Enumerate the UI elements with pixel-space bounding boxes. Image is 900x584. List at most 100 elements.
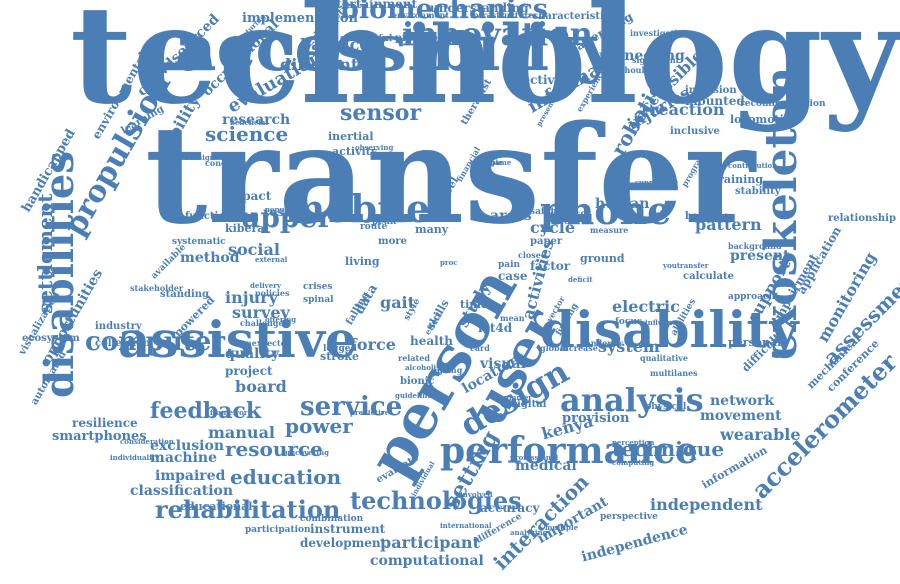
cloud-word-function: function	[185, 211, 233, 222]
cloud-word-participant: participant	[380, 533, 480, 553]
cloud-word-technology: technology	[70, 0, 900, 134]
cloud-word-spinal: spinal	[303, 294, 334, 305]
cloud-word-framework: framework	[210, 408, 253, 418]
cloud-word-science: science	[205, 122, 289, 146]
cloud-word-impaired: impaired	[155, 467, 226, 484]
cloud-word-education: education	[230, 465, 342, 489]
cloud-word-peak: peak	[372, 216, 397, 227]
cloud-word-individuality: individuality	[110, 453, 160, 463]
cloud-word-health: health	[410, 334, 453, 349]
cloud-word-engineering: engineering	[590, 47, 685, 64]
cloud-word-environment: environment	[392, 9, 450, 20]
cloud-word-machine: machine	[150, 449, 217, 466]
cloud-word-mean: mean	[500, 312, 525, 323]
cloud-word-dataset: dataset	[550, 209, 592, 220]
cloud-word-stability: stability	[735, 186, 781, 197]
cloud-word-infrastructure: infrastructure	[470, 9, 534, 20]
cloud-word-implementation: implementation	[242, 10, 358, 26]
cloud-word-deficit: deficit	[568, 275, 593, 285]
cloud-word-independent: independent	[650, 495, 763, 515]
cloud-word-visual: visual	[480, 355, 526, 372]
cloud-word-card: card	[470, 342, 490, 353]
cloud-word-computing: computing	[612, 458, 655, 468]
cloud-word-observing: observing	[355, 143, 394, 153]
cloud-word-youtransfer: youtransfer	[663, 261, 709, 271]
cloud-word-phone: phone	[540, 187, 672, 233]
cloud-word-involved: involved	[460, 490, 493, 500]
cloud-word-beneficial: beneficial	[230, 118, 269, 128]
cloud-word-bionic: bionic	[400, 376, 435, 387]
cloud-word-external: external	[255, 255, 288, 265]
cloud-word-biomechanics: biomechanics	[340, 0, 548, 26]
cloud-word-crises: crises	[303, 281, 333, 292]
cloud-word-stakeholder: stakeholder	[130, 282, 184, 293]
cloud-word-successful: successful	[340, 33, 393, 44]
cloud-word-participation: participation	[245, 524, 311, 535]
cloud-word-educational: educational	[180, 500, 253, 514]
cloud-word-technique: technique	[612, 437, 725, 461]
cloud-word-shoulder: shoulder	[620, 64, 660, 75]
cloud-word-closed: closed	[518, 249, 547, 260]
cloud-word-inclusion: inclusion	[685, 85, 737, 96]
cloud-word-resilience: resilience	[72, 416, 138, 431]
cloud-word-investigation: investigation	[630, 27, 689, 38]
cloud-word-many: many	[415, 223, 449, 237]
cloud-word-ecosystem: ecosystem	[22, 333, 80, 344]
cloud-word-analyzing: analyzing	[510, 528, 548, 538]
cloud-word-data: data	[352, 281, 382, 317]
cloud-word-independence: independence	[579, 521, 690, 566]
cloud-word-smartphones: smartphones	[52, 428, 147, 444]
cloud-word-method: method	[180, 249, 240, 266]
cloud-word-injury: injury	[225, 288, 278, 308]
cloud-word-technologies: technologies	[350, 485, 522, 515]
cloud-word-case: case	[498, 269, 528, 284]
cloud-word-movement: movement	[700, 407, 782, 424]
cloud-word-approach: approach	[728, 291, 776, 302]
cloud-word-manual: manual	[208, 423, 276, 443]
cloud-word-computational: computational	[370, 552, 484, 569]
cloud-word-physical: physical	[645, 401, 687, 412]
cloud-word-global: global	[540, 342, 568, 353]
cloud-word-mounted: mounted	[685, 94, 745, 109]
cloud-word-cycle: cycle	[530, 218, 576, 238]
cloud-word-international: international	[440, 521, 492, 531]
cloud-word-disability: disability	[540, 300, 799, 359]
cloud-word-summer: summer	[500, 393, 532, 403]
cloud-word-accuracy: accuracy	[480, 501, 540, 516]
cloud-word-professional: professional	[510, 453, 559, 463]
cloud-word-electric: electric	[612, 297, 680, 317]
cloud-word-prosthesis: prosthesis	[395, 33, 453, 44]
cloud-word-guideline: guideline	[395, 391, 432, 401]
cloud-word-assistive: assistive	[118, 310, 357, 369]
cloud-word-exclusion: exclusion	[150, 437, 224, 454]
cloud-word-training: training	[713, 173, 764, 187]
cloud-word-analysis: analysis	[560, 381, 704, 420]
cloud-word-qualitative: qualitative	[640, 352, 689, 363]
cloud-word-consideration: consideration	[120, 437, 174, 447]
cloud-word-innovation: innovation	[402, 15, 593, 54]
cloud-word-game: game	[490, 158, 512, 168]
cloud-word-resource: resource	[225, 437, 323, 461]
cloud-word-legged: legged	[323, 343, 357, 354]
cloud-word-survey: survey	[232, 303, 290, 323]
cloud-word-arces: arces	[490, 207, 532, 224]
cloud-word-ageing: ageing	[432, 364, 463, 375]
cloud-word-impact: impact	[225, 189, 272, 204]
cloud-word-sensor: sensor	[340, 100, 422, 127]
cloud-word-result: result	[263, 205, 303, 220]
cloud-word-provision: provision	[562, 410, 630, 426]
cloud-word-upper: upper	[240, 200, 333, 234]
cloud-word-supporting: supporting	[635, 178, 679, 188]
cloud-word-systematic: systematic	[172, 236, 226, 247]
cloud-word-power: power	[285, 414, 353, 438]
cloud-word-more: more	[378, 236, 407, 247]
cloud-word-personal: personal	[728, 336, 782, 350]
cloud-word-living: living	[345, 255, 380, 269]
cloud-word-research: research	[222, 111, 291, 128]
cloud-word-contribution: contribution	[728, 161, 778, 171]
cloud-word-kibera: kibera	[225, 222, 265, 236]
cloud-word-policies: policies	[255, 287, 290, 298]
cloud-word-characteristic: characteristic	[532, 11, 610, 22]
cloud-word-different: different	[280, 55, 359, 75]
cloud-word-influence: influence	[645, 318, 682, 328]
